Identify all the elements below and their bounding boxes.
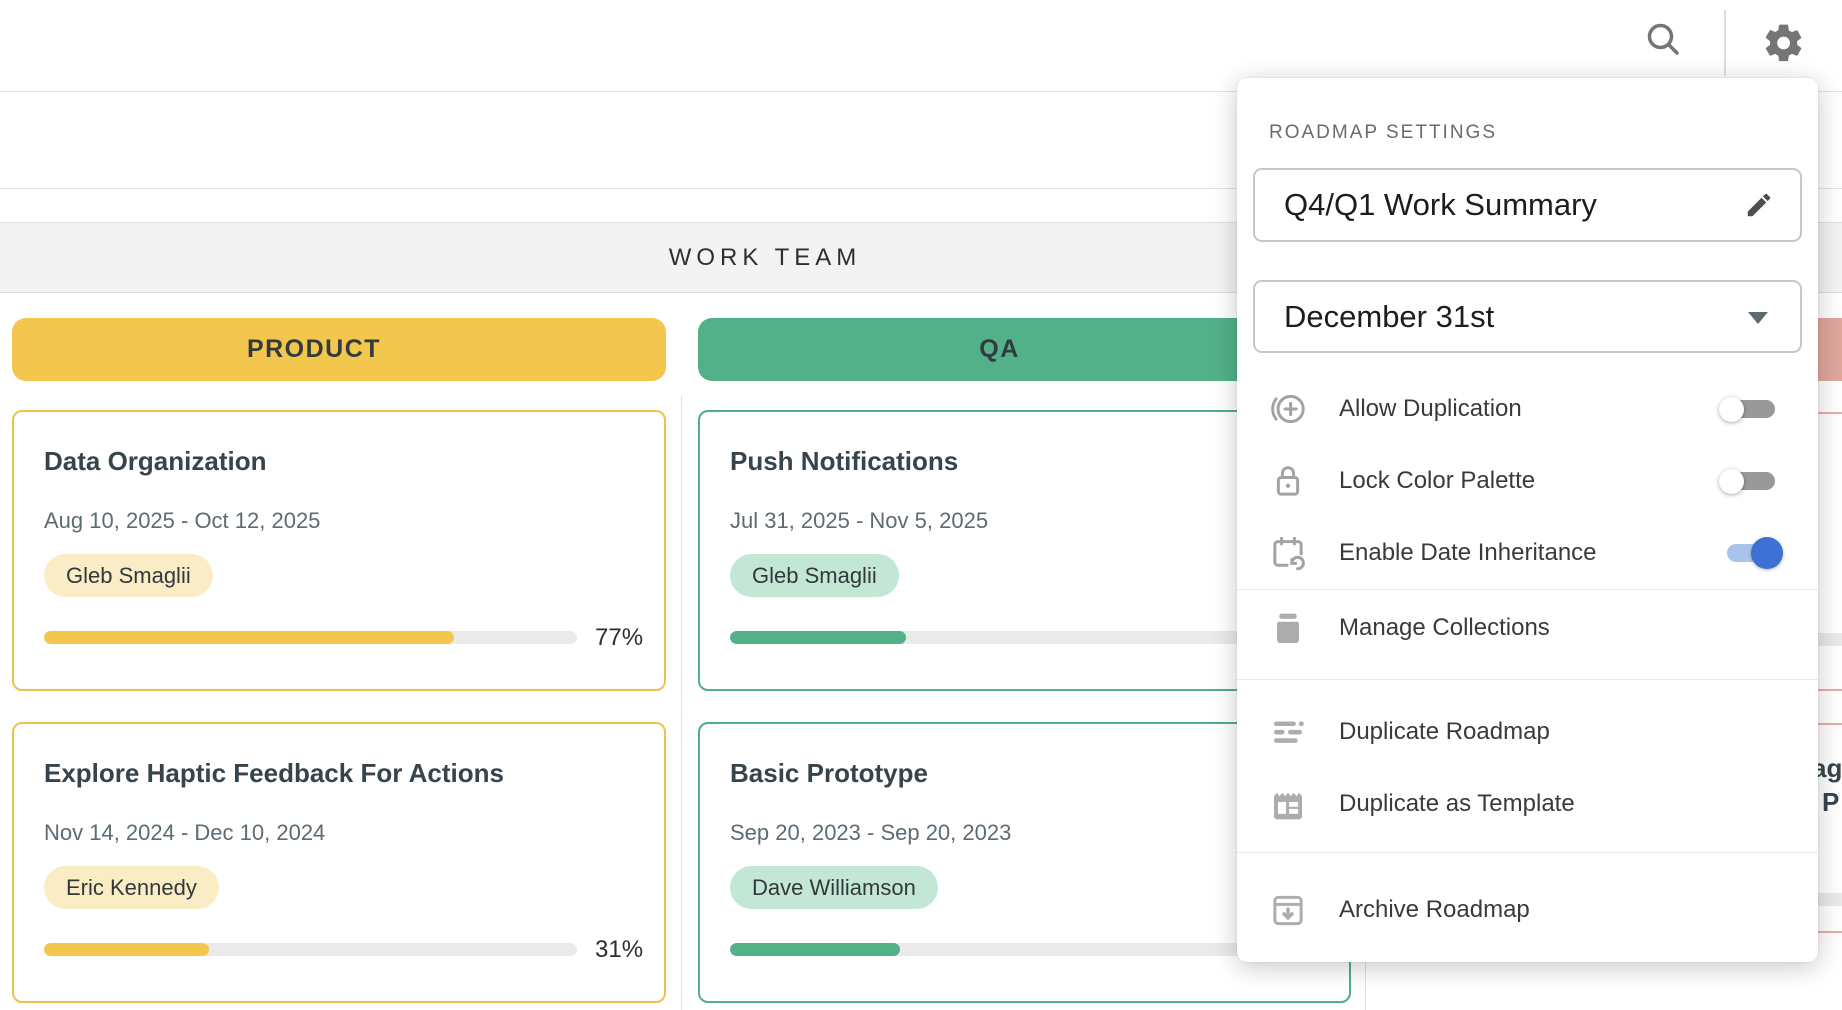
allow-duplication-toggle[interactable] (1719, 393, 1779, 425)
enable-date-inheritance-toggle[interactable] (1719, 537, 1783, 569)
card-dates: Aug 10, 2025 - Oct 12, 2025 (44, 508, 321, 533)
menu-item-manage-collections[interactable]: Manage Collections (1237, 592, 1818, 664)
menu-item-label: Manage Collections (1339, 614, 1550, 641)
archive-icon (1267, 889, 1309, 931)
lock-icon (1267, 460, 1309, 502)
card-dates: Sep 20, 2023 - Sep 20, 2023 (730, 820, 1012, 845)
assignee-badge[interactable]: Dave Williamson (730, 866, 938, 909)
fiscal-year-end-value: December 31st (1284, 298, 1495, 334)
group-title: WORK TEAM (668, 243, 862, 271)
progress-bar: 31% (44, 936, 643, 963)
roadmap-card[interactable]: Explore Haptic Feedback For Actions Nov … (12, 722, 666, 1003)
template-icon (1267, 783, 1309, 825)
menu-item-duplicate-as-template[interactable]: Duplicate as Template (1237, 768, 1818, 840)
assignee-badge[interactable]: Eric Kennedy (44, 866, 219, 909)
lock-color-palette-toggle[interactable] (1719, 465, 1779, 497)
progress-percent: 31% (595, 935, 644, 963)
roadmap-settings-panel: ROADMAP SETTINGS Q4/Q1 Work Summary Dece… (1237, 78, 1818, 962)
assignee-badge[interactable]: Gleb Smaglii (730, 554, 899, 597)
panel-divider (1237, 589, 1818, 590)
search-button[interactable] (1643, 19, 1683, 59)
toggle-label: Allow Duplication (1339, 395, 1522, 422)
menu-item-label: Duplicate Roadmap (1339, 718, 1550, 745)
duplicate-circle-icon (1267, 388, 1309, 430)
chevron-down-icon (1748, 311, 1768, 324)
toggle-row-enable-date-inheritance: Enable Date Inheritance (1237, 517, 1818, 589)
edit-pencil-icon[interactable] (1744, 190, 1774, 220)
toggle-knob (1719, 469, 1744, 494)
toggle-knob (1751, 537, 1783, 569)
panel-divider (1237, 679, 1818, 680)
column-header-label: PRODUCT (246, 335, 382, 363)
progress-fill (730, 631, 906, 644)
settings-button[interactable] (1762, 21, 1806, 65)
panel-divider (1237, 852, 1818, 853)
menu-item-duplicate-roadmap[interactable]: Duplicate Roadmap (1237, 696, 1818, 768)
column-divider (681, 396, 682, 1010)
progress-bar (730, 943, 1262, 956)
progress-fill (730, 943, 901, 956)
toggle-row-lock-color-palette: Lock Color Palette (1237, 445, 1818, 517)
gear-icon (1762, 24, 1806, 68)
progress-track (44, 943, 577, 956)
progress-fill (44, 943, 210, 956)
card-title: Explore Haptic Feedback For Actions (44, 758, 504, 788)
progress-fill (44, 631, 455, 644)
fiscal-year-end-select[interactable]: December 31st (1253, 280, 1802, 353)
assignee-badge[interactable]: Gleb Smaglii (44, 554, 213, 597)
toggle-label: Enable Date Inheritance (1339, 539, 1597, 566)
column-header-product[interactable]: PRODUCT (12, 318, 666, 381)
card-title: Push Notifications (730, 446, 959, 476)
menu-item-label: Duplicate as Template (1339, 790, 1575, 817)
duplicate-rows-icon (1267, 711, 1309, 753)
roadmap-name-value: Q4/Q1 Work Summary (1284, 187, 1597, 222)
progress-track (44, 631, 577, 644)
panel-heading: ROADMAP SETTINGS (1269, 122, 1498, 143)
menu-item-label: Archive Roadmap (1339, 896, 1530, 923)
progress-bar: 77% (44, 624, 643, 651)
card-dates: Nov 14, 2024 - Dec 10, 2024 (44, 820, 326, 845)
toggle-knob (1719, 397, 1744, 422)
progress-track (730, 943, 1262, 956)
toolbar-divider (0, 188, 1842, 189)
search-icon (1643, 23, 1683, 62)
topbar-divider (0, 91, 1842, 92)
calendar-history-icon (1267, 532, 1309, 574)
partial-card-title-fragment: P (1822, 787, 1840, 817)
topbar-separator (1724, 10, 1726, 76)
toggle-row-allow-duplication: Allow Duplication (1237, 373, 1818, 445)
toggle-label: Lock Color Palette (1339, 467, 1536, 494)
menu-item-archive-roadmap[interactable]: Archive Roadmap (1237, 874, 1818, 946)
collection-icon (1267, 607, 1309, 649)
card-dates: Jul 31, 2025 - Nov 5, 2025 (730, 508, 989, 533)
progress-bar (730, 631, 1262, 644)
card-title: Data Organization (44, 446, 267, 476)
progress-track (730, 631, 1262, 644)
card-title: Basic Prototype (730, 758, 928, 788)
column-header-label: QA (979, 335, 1020, 363)
roadmap-card[interactable]: Data Organization Aug 10, 2025 - Oct 12,… (12, 410, 666, 691)
roadmap-name-field[interactable]: Q4/Q1 Work Summary (1253, 168, 1802, 242)
progress-percent: 77% (595, 623, 644, 651)
